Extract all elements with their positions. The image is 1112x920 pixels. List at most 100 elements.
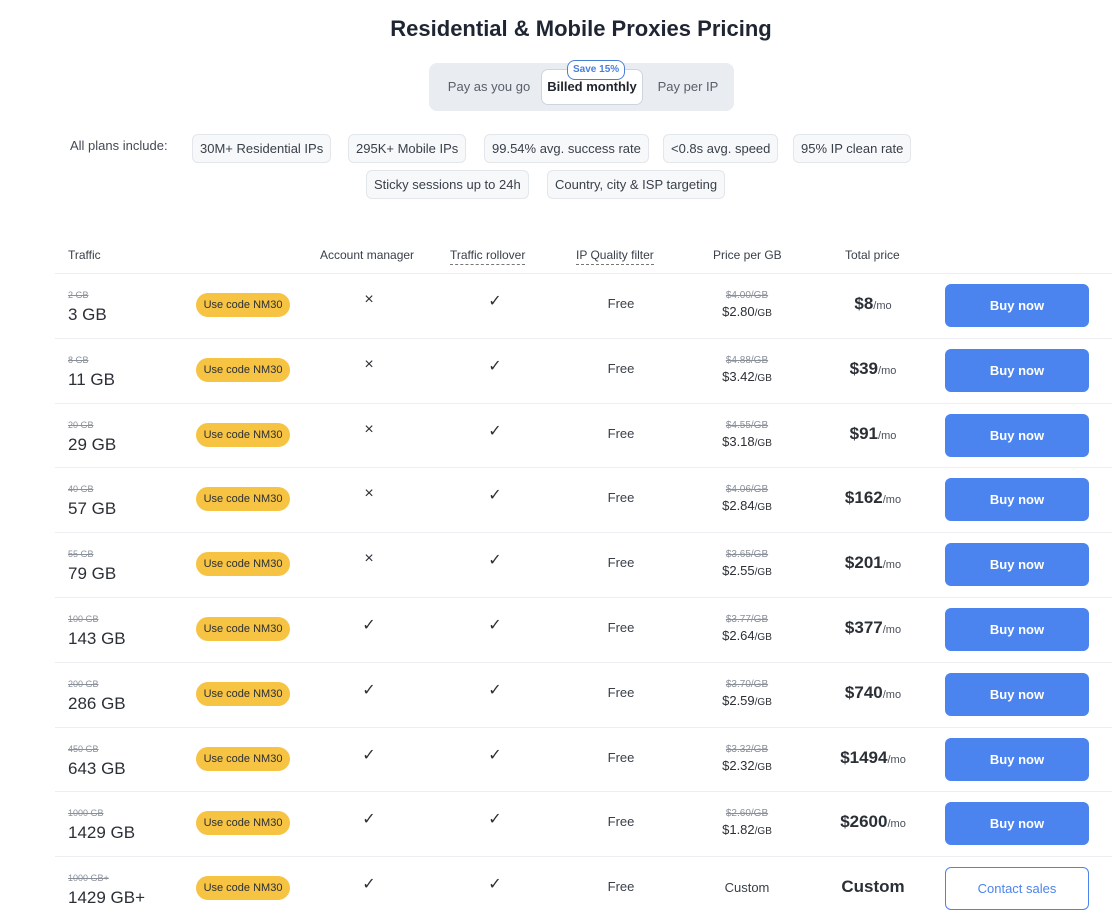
header-traffic: Traffic	[68, 248, 101, 262]
buy-now-button[interactable]: Buy now	[945, 348, 1089, 392]
new-price: $2.55/GB	[707, 563, 787, 578]
table-row: 100 GB 143 GB Use code NM30 ✓ ✓ Free $3.77/GB $…	[0, 597, 1112, 662]
traffic-amount: 1429 GB	[68, 823, 136, 843]
old-traffic: 200 GB	[68, 678, 99, 689]
new-price: $3.42/GB	[707, 369, 787, 384]
total-unit: /mo	[878, 429, 897, 442]
includes-label: All plans include:	[70, 138, 168, 153]
check-icon: ✓	[362, 617, 376, 634]
check-icon: ✓	[362, 681, 376, 699]
price-unit: /GB	[754, 696, 772, 708]
billing-option-pay-per-ip[interactable]: Pay per IP	[657, 79, 719, 94]
old-price: $2.60/GB	[725, 808, 769, 820]
total-price: $1494/mo	[818, 748, 928, 768]
cross-icon: ×	[364, 420, 374, 438]
table-row: 55 GB 79 GB Use code NM30 × ✓ Free $3.65/GB $2.…	[0, 532, 1112, 597]
promo-code-badge: Use code NM30	[196, 876, 290, 901]
total-price: $8/mo	[818, 294, 928, 314]
ip-quality-value: Free	[607, 425, 635, 441]
price-value: $2.84	[722, 498, 755, 514]
contact-sales-button[interactable]: Contact sales	[945, 867, 1089, 911]
billing-option-billed-monthly[interactable]: Billed monthly Save 15%	[541, 60, 643, 105]
promo-code-badge: Use code NM30	[196, 617, 290, 641]
billing-option-pay-as-you-go[interactable]: Pay as you go	[447, 79, 531, 94]
buy-now-button[interactable]: Buy now	[945, 413, 1089, 457]
old-traffic: 20 GB	[68, 419, 94, 430]
table-row: 40 GB 57 GB Use code NM30 × ✓ Free $4.06/GB $2.…	[0, 467, 1112, 532]
check-icon: ✓	[362, 876, 376, 894]
check-icon: ✓	[488, 617, 502, 634]
buy-now-button[interactable]: Buy now	[945, 543, 1089, 587]
total-value: $8	[854, 294, 874, 313]
check-icon: ✓	[488, 422, 502, 440]
header-ip-quality-filter[interactable]: IP Quality filter	[576, 248, 654, 265]
row-divider	[55, 597, 1112, 598]
total-unit: /mo	[882, 624, 902, 636]
old-traffic: 2 GB	[68, 290, 89, 300]
row-divider	[55, 402, 1112, 404]
total-unit: /mo	[882, 494, 902, 507]
traffic-amount: 1429 GB+	[68, 888, 146, 908]
ip-quality-value: Free	[607, 684, 635, 700]
total-value: $39	[849, 358, 879, 378]
row-divider	[55, 273, 1112, 274]
promo-code-badge: Use code NM30	[196, 422, 290, 447]
check-icon: ✓	[362, 746, 376, 764]
old-traffic: 100 GB	[68, 614, 99, 624]
price-value: $2.55	[722, 563, 755, 579]
old-traffic: 8 GB	[68, 354, 89, 365]
promo-code-badge: Use code NM30	[196, 357, 290, 382]
old-price: $4.55/GB	[725, 419, 769, 431]
price-unit: /GB	[754, 761, 772, 773]
check-icon: ✓	[488, 357, 502, 375]
check-icon: ✓	[488, 293, 502, 310]
ip-quality-value: Free	[607, 879, 635, 895]
price-value: $2.59	[722, 692, 755, 708]
price-value: $2.64	[722, 628, 755, 643]
check-icon: ✓	[488, 552, 502, 570]
check-icon: ✓	[488, 681, 502, 699]
price-value: $3.18	[722, 433, 755, 449]
table-row: 20 GB 29 GB Use code NM30 × ✓ Free $4.55/GB $3.…	[0, 403, 1112, 468]
traffic-amount: 643 GB	[68, 758, 126, 778]
promo-code-badge: Use code NM30	[196, 746, 290, 771]
buy-now-button[interactable]: Buy now	[945, 478, 1089, 522]
feature-chip: 95% IP clean rate	[793, 134, 912, 163]
ip-quality-value: Free	[607, 296, 635, 311]
promo-code-badge: Use code NM30	[196, 811, 290, 836]
cross-icon: ×	[364, 485, 374, 503]
header-price-per-gb: Price per GB	[713, 248, 782, 262]
price-unit: /GB	[754, 567, 772, 579]
check-icon: ✓	[488, 876, 502, 894]
price-value: $1.82	[722, 822, 755, 838]
total-price: Custom	[841, 877, 905, 897]
traffic-amount: 11 GB	[68, 369, 115, 389]
new-price: $2.84/GB	[707, 498, 787, 513]
table-row: 200 GB 286 GB Use code NM30 ✓ ✓ Free $3.70/GB $…	[0, 662, 1112, 727]
buy-now-button[interactable]: Buy now	[945, 672, 1089, 716]
old-price: $4.00/GB	[725, 290, 769, 301]
row-divider	[55, 337, 1112, 339]
old-traffic: 1000 GB+	[68, 873, 109, 884]
buy-now-button[interactable]: Buy now	[945, 608, 1089, 651]
old-price: $3.32/GB	[725, 743, 769, 755]
total-value: $2600	[840, 812, 888, 832]
buy-now-button[interactable]: Buy now	[945, 737, 1089, 781]
buy-now-button[interactable]: Buy now	[945, 802, 1089, 846]
check-icon: ✓	[488, 746, 502, 764]
check-icon: ✓	[488, 811, 502, 829]
total-price: $740/mo	[818, 683, 928, 703]
header-traffic-rollover[interactable]: Traffic rollover	[450, 248, 526, 265]
price-value: $3.42	[722, 368, 755, 384]
total-unit: /mo	[882, 688, 902, 701]
price-unit: /GB	[754, 437, 772, 449]
total-unit: /mo	[887, 818, 906, 831]
row-divider	[55, 791, 1112, 793]
ip-quality-value: Free	[607, 749, 635, 765]
check-icon: ✓	[362, 811, 376, 829]
cross-icon: ×	[364, 355, 374, 373]
traffic-amount: 29 GB	[68, 434, 117, 454]
buy-now-button[interactable]: Buy now	[945, 284, 1089, 327]
promo-code-badge: Use code NM30	[196, 681, 290, 706]
ip-quality-value: Free	[607, 814, 635, 830]
